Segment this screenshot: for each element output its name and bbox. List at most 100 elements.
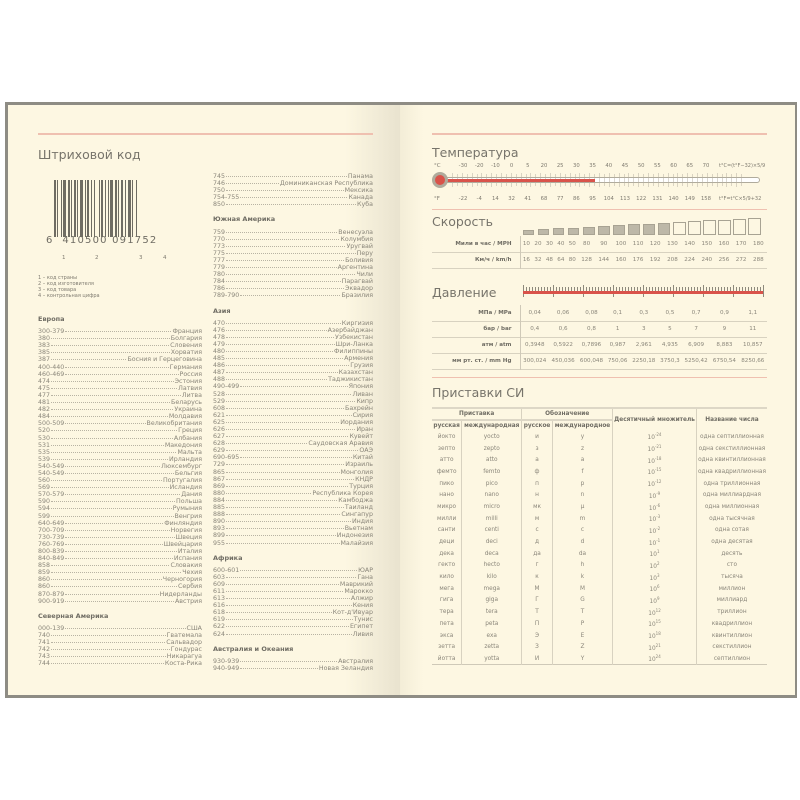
code: 616 <box>213 602 226 610</box>
dot-leader <box>226 576 357 578</box>
si-cell: pico <box>461 477 523 490</box>
code: 490-499 <box>213 383 240 391</box>
cell: 160 <box>718 240 730 247</box>
gauge-tick <box>706 287 707 293</box>
country: Грузия <box>350 362 373 370</box>
dot-leader <box>226 414 352 416</box>
code: 560 <box>38 477 51 485</box>
si-cell: Y <box>552 653 614 665</box>
dot-leader <box>51 359 127 361</box>
si-multiplier: 1012 <box>612 606 697 618</box>
si-cell: z <box>552 442 614 455</box>
base: 10 <box>648 633 656 640</box>
si-cell: micro <box>461 501 523 513</box>
si-cell: и <box>521 431 553 443</box>
exponent: -6 <box>656 502 661 508</box>
country-code-row: 867 КНДР <box>213 476 373 483</box>
country: Босния и Герцеговина <box>127 356 202 364</box>
dot-leader <box>65 465 161 467</box>
exponent: -21 <box>654 444 662 450</box>
cell: 450,036 <box>551 358 575 364</box>
si-cell: nano <box>461 489 523 502</box>
gauge-tick <box>628 287 629 293</box>
si-cell: мк <box>521 501 553 513</box>
si-number-name: сто <box>726 562 737 569</box>
barcode-bar <box>85 180 87 237</box>
dot-leader <box>226 485 349 487</box>
scale-tick <box>677 173 679 187</box>
country: Великобритания <box>146 420 202 428</box>
gauge-tick <box>538 287 539 293</box>
dot-leader <box>65 472 174 474</box>
gauge-tick <box>529 287 530 293</box>
celsius-label: 40 <box>605 163 613 169</box>
si-cell: Т <box>521 606 553 618</box>
scale-tick <box>648 173 649 187</box>
code: 477 <box>38 391 51 399</box>
country: Мексика <box>344 187 373 195</box>
si-number-name: одна миллиардная <box>702 492 762 499</box>
gauge-tick <box>637 287 638 293</box>
dot-leader <box>226 521 351 523</box>
barcode-bar <box>125 180 127 237</box>
si-cell: пета <box>432 618 463 630</box>
country: Швейцария <box>163 540 202 548</box>
barcode-bar <box>57 180 59 237</box>
si-cell: femto <box>461 466 523 478</box>
country-code-row: 743 Никарагуа <box>38 653 202 660</box>
fahrenheit-label: 32 <box>508 196 515 202</box>
dot-leader <box>51 642 166 644</box>
dot-leader <box>226 245 346 247</box>
si-multiplier: 102 <box>612 559 697 572</box>
code: 540-549 <box>38 469 65 477</box>
si-row: тера tera Т T 1012 триллион <box>432 606 767 618</box>
si-multiplier: 10-21 <box>612 442 697 455</box>
code: 742 <box>38 646 51 654</box>
speed-block <box>598 226 610 235</box>
code: 621 <box>213 411 226 419</box>
dot-leader <box>226 259 345 261</box>
barcode-bar <box>87 180 90 237</box>
exponent: -15 <box>654 467 662 473</box>
code: 859 <box>38 569 51 577</box>
cell: 16 <box>522 257 530 263</box>
si-cell: da <box>552 547 614 560</box>
barcode-bar <box>90 180 92 237</box>
country-code-row: 603 Гана <box>213 574 373 581</box>
gauge-tick <box>763 285 764 297</box>
code: 481 <box>38 399 51 407</box>
table-row: бар / bar 0,4 0,6 0,8 1 3 5 7 9 11 <box>432 321 767 337</box>
fahrenheit-label: -4 <box>476 196 482 202</box>
country: Литва <box>181 391 202 399</box>
country: ОАЭ <box>359 447 373 455</box>
fahrenheit-label: 86 <box>573 196 580 202</box>
code: 955 <box>213 539 226 547</box>
si-number-name: одна миллионная <box>704 503 760 510</box>
header-intl-designation: международное <box>552 419 614 431</box>
exponent: -18 <box>654 455 662 461</box>
si-cell: милли <box>432 512 463 525</box>
gauge-tick <box>532 287 533 293</box>
gauge-tick <box>535 287 536 293</box>
speed-block <box>673 222 686 235</box>
code: 773 <box>213 242 226 250</box>
country: Италия <box>177 548 202 555</box>
country-code-row: 476 Азербайджан <box>213 327 373 334</box>
temperature-title: Температура <box>432 145 519 160</box>
gauge-tick <box>748 287 749 293</box>
country-code-row: 746 Доминиканская Республика <box>213 180 373 187</box>
code: 840-849 <box>38 555 65 563</box>
gauge-tick <box>550 287 551 293</box>
country-code-row: 460-469 Россия <box>38 371 202 378</box>
region-heading: Европа <box>38 315 65 323</box>
si-multiplier: 10-2 <box>612 524 697 537</box>
country: Маврикий <box>339 580 373 588</box>
dot-leader <box>226 436 349 438</box>
code: 622 <box>213 623 226 631</box>
cell: 0,7896 <box>581 342 602 348</box>
country-code-row: 789-790 Бразилия <box>213 292 373 299</box>
country: Украина <box>174 406 202 414</box>
cell: 160 <box>615 257 627 263</box>
fahrenheit-label: 77 <box>556 196 564 202</box>
base: 10 <box>648 622 656 629</box>
